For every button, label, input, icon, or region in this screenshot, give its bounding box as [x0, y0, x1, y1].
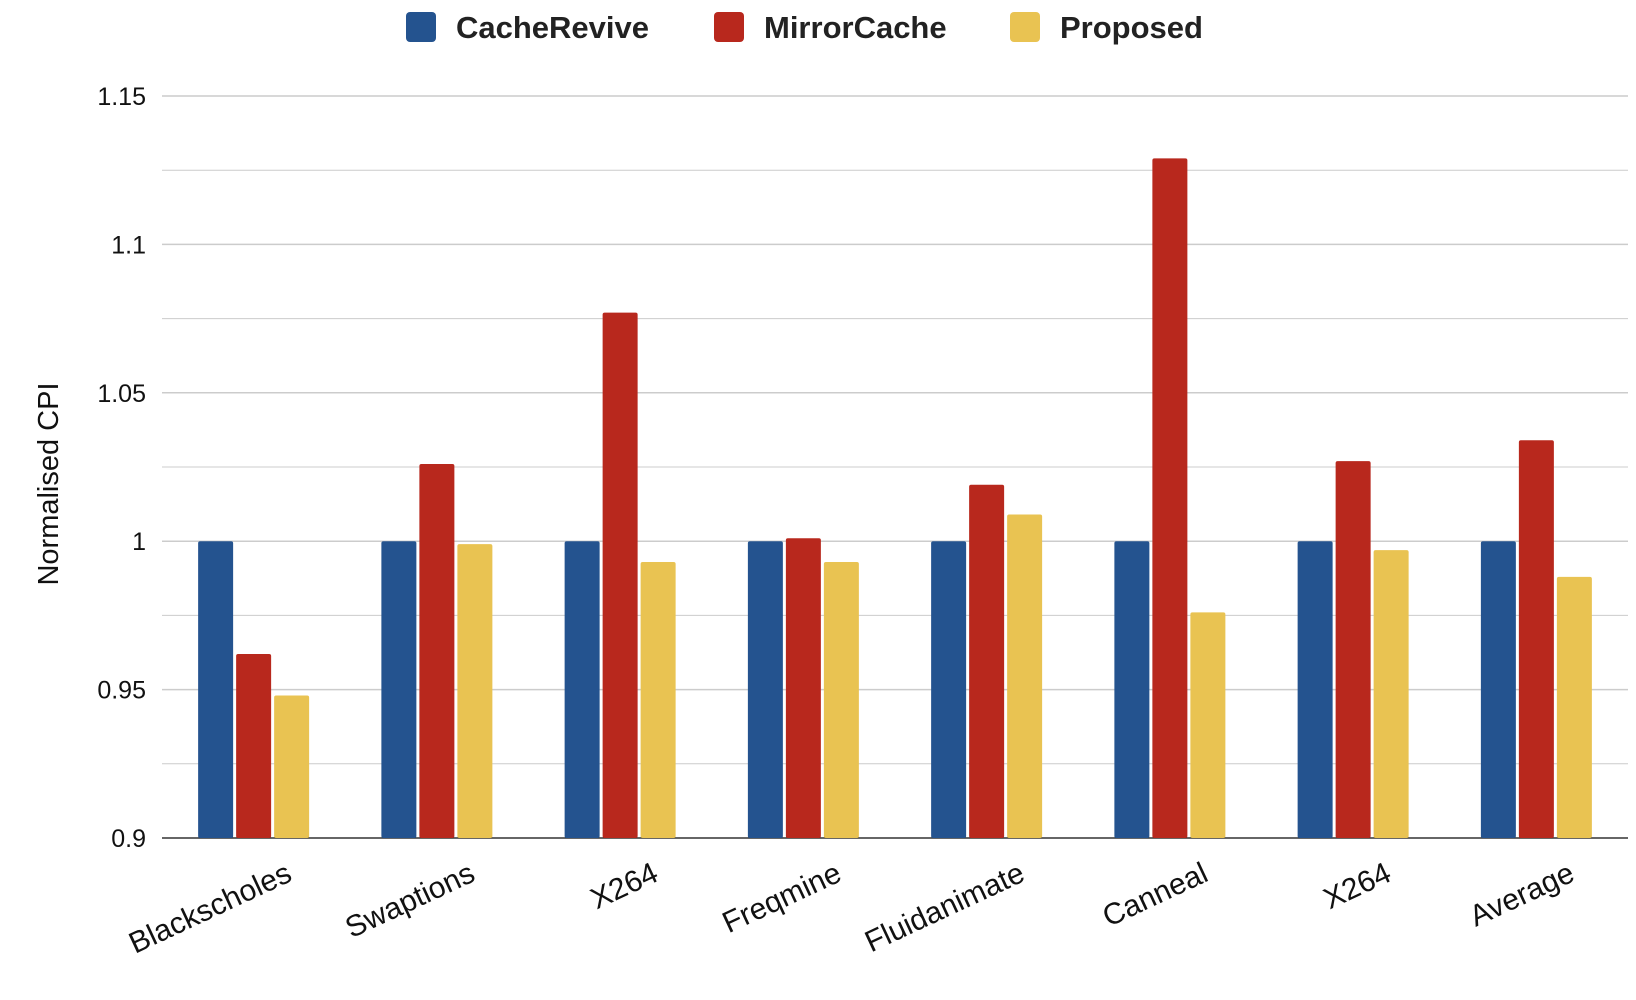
- bar-proposed-x264-2: [640, 561, 676, 838]
- bar-cacherevive-blackscholes-0: [198, 541, 234, 838]
- x-tick-label: X264: [586, 856, 663, 916]
- bar-cacherevive-canneal-5: [1114, 541, 1150, 838]
- x-tick-label: Blackscholes: [124, 856, 297, 960]
- y-tick-label: 1.1: [111, 231, 146, 259]
- legend-label-mirrorcache: MirrorCache: [764, 10, 947, 45]
- y-tick-label: 1.15: [97, 83, 146, 111]
- bar-cacherevive-x264-6: [1297, 541, 1333, 838]
- x-tick-label: Average: [1465, 856, 1580, 933]
- bar-proposed-canneal-5: [1190, 612, 1226, 838]
- bar-mirrorcache-swaptions-1: [419, 464, 455, 838]
- bar-mirrorcache-blackscholes-0: [236, 653, 272, 838]
- y-tick-label: 0.95: [97, 677, 146, 705]
- bar-proposed-fluidanimate-4: [1007, 514, 1043, 838]
- y-tick-label: 1: [132, 528, 146, 556]
- bar-proposed-swaptions-1: [457, 544, 493, 838]
- bar-proposed-average-7: [1556, 576, 1592, 838]
- legend: CacheRevive MirrorCache Proposed: [406, 10, 1203, 45]
- x-tick-label: Freqmine: [718, 856, 847, 939]
- bar-mirrorcache-x264-6: [1335, 461, 1371, 838]
- bar-proposed-x264-6: [1373, 550, 1409, 838]
- bar-proposed-freqmine-3: [823, 561, 859, 838]
- bar-mirrorcache-fluidanimate-4: [969, 484, 1005, 838]
- y-axis-ticks: 0.9 0.95 1 1.05 1.1 1.15: [97, 83, 146, 853]
- x-tick-label: Swaptions: [340, 856, 479, 944]
- bar-mirrorcache-canneal-5: [1152, 158, 1188, 838]
- bar-mirrorcache-x264-2: [602, 312, 638, 838]
- bar-cacherevive-x264-2: [564, 541, 600, 838]
- x-tick-label: X264: [1319, 856, 1396, 916]
- bar-cacherevive-fluidanimate-4: [931, 541, 967, 838]
- bar-cacherevive-average-7: [1480, 541, 1516, 838]
- legend-swatch-cacherevive: [406, 12, 436, 42]
- y-tick-label: 0.9: [111, 825, 146, 853]
- legend-swatch-mirrorcache: [714, 12, 744, 42]
- y-axis-title: Normalised CPI: [33, 382, 65, 585]
- bar-cacherevive-swaptions-1: [381, 541, 417, 838]
- bar-proposed-blackscholes-0: [274, 695, 310, 838]
- x-tick-label: Fluidanimate: [860, 856, 1030, 958]
- x-axis-labels: Blackscholes Swaptions X264 Freqmine Fluidan…: [124, 856, 1579, 960]
- legend-label-proposed: Proposed: [1060, 10, 1203, 45]
- legend-swatch-proposed: [1010, 12, 1040, 42]
- legend-label-cacherevive: CacheRevive: [456, 10, 649, 45]
- y-tick-label: 1.05: [97, 380, 146, 408]
- x-tick-label: Canneal: [1098, 856, 1213, 933]
- bar-mirrorcache-freqmine-3: [785, 538, 821, 838]
- bar-mirrorcache-average-7: [1518, 440, 1554, 838]
- bar-cacherevive-freqmine-3: [747, 541, 783, 838]
- bars: [198, 158, 1592, 838]
